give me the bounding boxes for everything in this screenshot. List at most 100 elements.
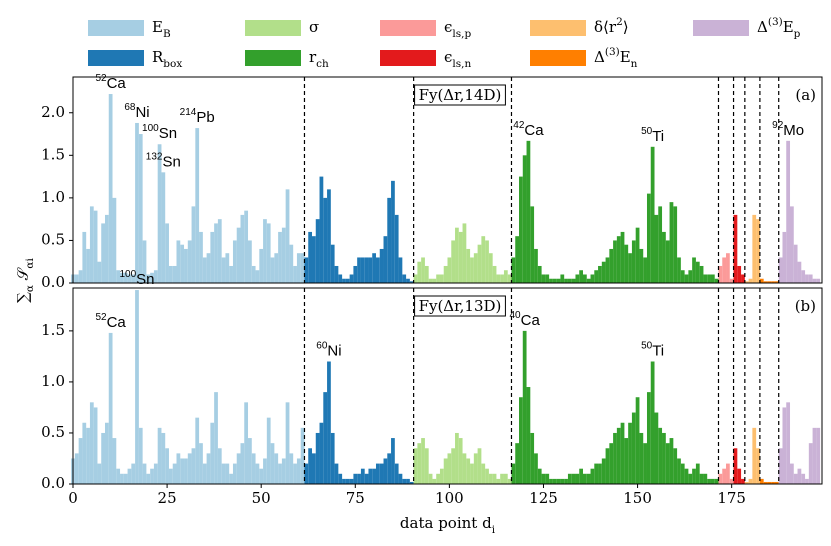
annotation: 40Ca bbox=[510, 310, 541, 329]
bar bbox=[402, 274, 407, 283]
bar bbox=[699, 473, 704, 484]
bar bbox=[172, 265, 177, 283]
plot-frame bbox=[72, 287, 823, 485]
bar bbox=[763, 481, 768, 484]
bar bbox=[654, 214, 659, 283]
bar bbox=[439, 468, 444, 484]
y-tick-label: 1.0 bbox=[41, 372, 65, 390]
legend-label: rch bbox=[309, 48, 329, 70]
bar bbox=[304, 463, 309, 484]
bar bbox=[432, 478, 437, 484]
bar bbox=[236, 453, 241, 484]
bar bbox=[564, 478, 568, 484]
bar bbox=[726, 253, 730, 283]
bar bbox=[646, 193, 651, 283]
bar bbox=[658, 206, 663, 283]
bar bbox=[741, 274, 745, 283]
bar bbox=[135, 122, 139, 283]
bar bbox=[718, 265, 723, 283]
bar bbox=[138, 427, 143, 484]
bar bbox=[184, 248, 188, 283]
bar bbox=[240, 443, 245, 484]
bar bbox=[342, 278, 346, 283]
bar bbox=[500, 274, 504, 283]
bar bbox=[470, 257, 474, 283]
annotation: 42Ca bbox=[513, 120, 544, 139]
bar bbox=[515, 236, 520, 283]
bar bbox=[312, 453, 316, 484]
bar bbox=[116, 468, 121, 484]
bar bbox=[394, 463, 399, 484]
x-tick-label: 175 bbox=[717, 489, 746, 507]
plot-frame bbox=[72, 76, 823, 284]
bar bbox=[176, 240, 181, 283]
bar bbox=[658, 427, 663, 484]
bar bbox=[643, 443, 647, 484]
bar bbox=[598, 265, 602, 283]
bar bbox=[274, 453, 279, 484]
annotation-mass: 100 bbox=[119, 269, 136, 280]
bar bbox=[375, 257, 380, 283]
bar bbox=[210, 231, 215, 283]
bar bbox=[300, 427, 305, 484]
panel-label: (a) bbox=[795, 86, 816, 104]
bar bbox=[221, 257, 226, 283]
bar bbox=[157, 144, 162, 283]
legend-swatch bbox=[245, 20, 301, 36]
bar bbox=[214, 392, 218, 484]
bar bbox=[312, 236, 316, 283]
bar bbox=[560, 274, 565, 283]
bar bbox=[496, 478, 501, 484]
bar bbox=[368, 257, 373, 283]
bar bbox=[616, 427, 621, 484]
bar bbox=[500, 473, 504, 484]
bar bbox=[613, 240, 617, 283]
bar bbox=[733, 214, 738, 283]
annotation-element: Pb bbox=[196, 109, 214, 126]
bar bbox=[582, 473, 587, 484]
bar bbox=[786, 402, 791, 484]
bar bbox=[541, 473, 546, 484]
bar bbox=[519, 176, 523, 283]
bar bbox=[334, 463, 339, 484]
bar bbox=[217, 219, 222, 283]
bar bbox=[251, 265, 256, 283]
legend-label: ϵls,n bbox=[444, 48, 471, 70]
bar bbox=[767, 481, 772, 484]
bar bbox=[191, 206, 196, 283]
bar bbox=[225, 253, 230, 283]
bar bbox=[575, 473, 580, 484]
bar bbox=[120, 272, 124, 283]
bar bbox=[545, 473, 550, 484]
bar bbox=[530, 432, 535, 484]
bar bbox=[127, 468, 132, 484]
bar bbox=[530, 206, 535, 283]
bar bbox=[466, 458, 471, 484]
bar bbox=[353, 473, 358, 484]
legend-swatch bbox=[88, 20, 144, 36]
bar bbox=[330, 244, 335, 283]
annotation-mass: 52 bbox=[95, 73, 107, 84]
bar bbox=[616, 236, 621, 283]
annotation-mass: 68 bbox=[124, 102, 136, 113]
bar bbox=[153, 463, 158, 484]
bar bbox=[485, 468, 489, 484]
bar bbox=[458, 231, 463, 283]
annotation-mass: 100 bbox=[142, 123, 159, 134]
bar bbox=[82, 422, 87, 484]
bar bbox=[654, 412, 659, 484]
legend-label: Δ(3)En bbox=[594, 46, 638, 70]
x-tick-label: 125 bbox=[529, 489, 558, 507]
bar bbox=[774, 281, 779, 283]
bar bbox=[195, 128, 200, 283]
bar bbox=[620, 231, 625, 283]
annotation: 52Ca bbox=[95, 312, 126, 331]
bar bbox=[503, 473, 508, 484]
bar bbox=[379, 248, 384, 283]
bar bbox=[236, 227, 241, 283]
bar bbox=[232, 240, 237, 283]
bar bbox=[628, 422, 632, 484]
bar bbox=[598, 463, 602, 484]
bar bbox=[590, 274, 595, 283]
bar bbox=[248, 240, 252, 283]
